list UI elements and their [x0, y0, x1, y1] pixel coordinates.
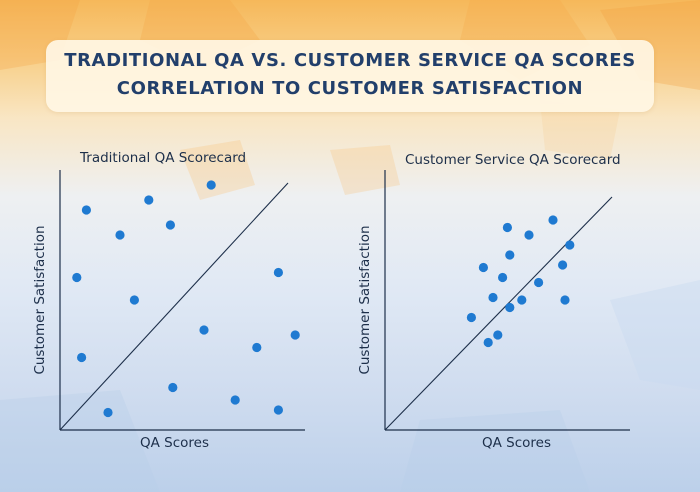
- chart-1-point-16: [273, 405, 283, 415]
- chart-1-point-2: [115, 230, 125, 240]
- chart-1-reference-line: [59, 182, 289, 431]
- chart-2-point-2: [524, 230, 534, 240]
- chart-1-point-7: [129, 295, 139, 305]
- chart-2-point-10: [517, 295, 527, 305]
- chart-1-title: Traditional QA Scorecard: [80, 150, 247, 166]
- chart-1-point-13: [168, 382, 178, 393]
- title-line-1: TRADITIONAL QA VS. CUSTOMER SERVICE QA S…: [64, 50, 636, 71]
- chart-1-point-8: [273, 267, 283, 278]
- chart-1-point-11: [77, 352, 87, 363]
- chart-2-point-12: [466, 312, 476, 323]
- chart-1-point-12: [252, 342, 262, 353]
- chart-1-point-3: [144, 195, 154, 205]
- chart-2-point-5: [478, 262, 488, 273]
- chart-2-xlabel: QA Scores: [482, 435, 551, 451]
- chart-1-point-5: [206, 180, 216, 190]
- chart-2-reference-line: [384, 196, 613, 431]
- chart-1-point-1: [81, 205, 91, 215]
- chart-2-point-4: [505, 250, 515, 260]
- chart-1-xlabel: QA Scores: [140, 435, 209, 451]
- chart-2-point-9: [488, 292, 498, 303]
- chart-2-point-6: [558, 260, 568, 270]
- chart-2-point-15: [483, 337, 493, 348]
- chart-2-point-1: [548, 215, 558, 225]
- chart-2-point-8: [534, 277, 544, 288]
- chart-1-point-10: [290, 330, 300, 340]
- title-banner: TRADITIONAL QA VS. CUSTOMER SERVICE QA S…: [46, 40, 654, 112]
- chart-2-point-16: [502, 222, 512, 233]
- chart-2-point-7: [498, 272, 508, 283]
- title-line-2: CORRELATION TO CUSTOMER SATISFACTION: [116, 78, 584, 99]
- chart-1-point-6: [72, 272, 82, 283]
- chart-2-point-13: [505, 302, 515, 313]
- chart-2-point-11: [560, 295, 570, 305]
- chart-2-title: Customer Service QA Scorecard: [405, 152, 621, 168]
- chart-1-point-14: [103, 407, 113, 418]
- chart-1-point-4: [165, 220, 175, 230]
- chart-1-point-15: [230, 395, 240, 405]
- chart-2-point-14: [493, 330, 503, 340]
- chart-2-point-3: [565, 240, 575, 250]
- chart-1-point-9: [199, 325, 209, 335]
